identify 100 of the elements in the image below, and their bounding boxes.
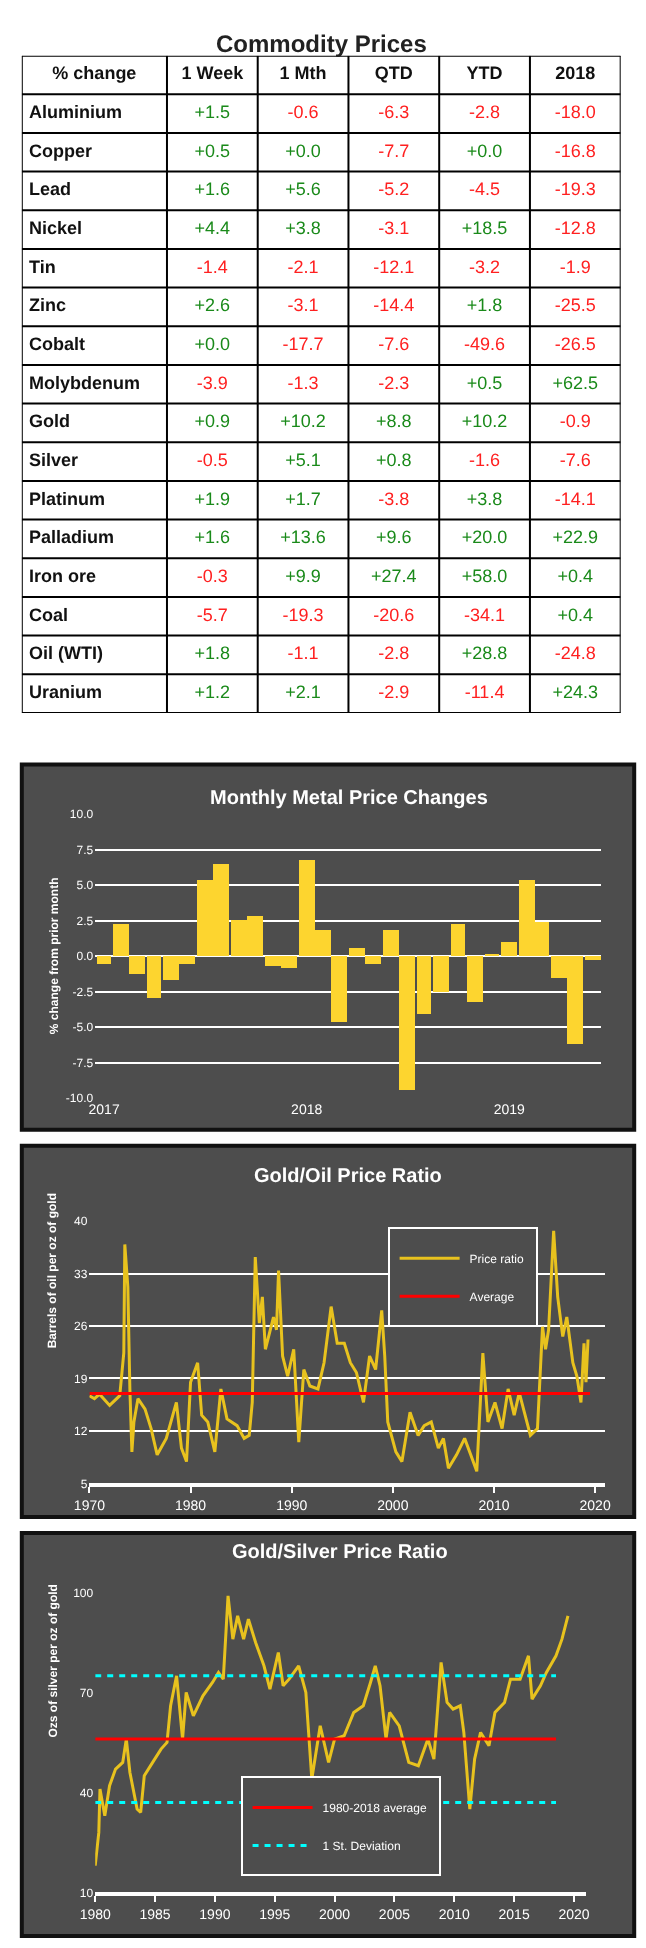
data-label: -1.6	[469, 450, 501, 471]
data-label: +1.2	[194, 682, 231, 703]
y-tick-label: Platinum	[29, 488, 106, 509]
y-tick-label: Nickel	[29, 218, 83, 239]
data-label: +1.8	[466, 295, 503, 316]
data-label: +18.5	[461, 218, 508, 239]
data-label: +0.9	[194, 411, 231, 432]
data-label: +0.0	[285, 140, 321, 161]
data-label: +3.8	[285, 218, 321, 239]
data-label: -3.1	[378, 218, 410, 239]
data-label: +10.2	[280, 411, 326, 432]
y-tick-label: Molybdenum	[29, 372, 141, 393]
y-tick-label: Coal	[29, 604, 69, 625]
bar	[451, 924, 466, 957]
data-label: +0.0	[466, 140, 503, 161]
chart-title: Gold/Oil Price Ratio	[254, 1166, 442, 1188]
data-label: -7.6	[378, 334, 410, 355]
data-label: +24.3	[552, 682, 599, 703]
y-tick-label: Iron ore	[29, 566, 97, 587]
data-label: -11.4	[464, 682, 505, 703]
data-label: +0.5	[194, 140, 231, 161]
data-label: +1.6	[194, 179, 231, 200]
chart-title: Commodity Prices	[216, 30, 428, 58]
data-label: -26.5	[554, 334, 596, 355]
data-label: -19.3	[282, 604, 324, 625]
data-label: -18.0	[554, 102, 596, 123]
data-label: +5.6	[285, 179, 321, 200]
line-series	[95, 1594, 570, 1868]
data-label: +1.6	[194, 527, 231, 548]
data-label: -12.8	[554, 218, 596, 239]
data-label: +28.8	[461, 643, 508, 664]
data-label: -14.4	[373, 295, 415, 316]
chart-title: Monthly Metal Price Changes	[210, 788, 489, 810]
data-label: -2.1	[287, 256, 319, 277]
data-label: +22.9	[552, 527, 599, 548]
data-label: -20.6	[373, 604, 415, 625]
data-label: -2.8	[469, 102, 501, 123]
data-label: -3.2	[469, 256, 501, 277]
data-label: +13.6	[280, 527, 326, 548]
x-tick-label: 1 Mth	[279, 63, 327, 84]
data-label: -3.8	[378, 488, 410, 509]
x-tick-label: YTD	[466, 63, 504, 84]
data-label: -0.6	[287, 102, 319, 123]
data-label: +8.8	[376, 411, 412, 432]
data-label: -3.1	[287, 295, 319, 316]
data-label: +0.4	[557, 566, 594, 587]
data-label: +58.0	[461, 566, 508, 587]
y-axis-title: % change	[52, 63, 137, 84]
data-label: -1.3	[287, 372, 319, 393]
y-tick-label: Tin	[29, 256, 56, 277]
bar	[383, 930, 400, 957]
bar	[365, 956, 382, 965]
data-label: -6.3	[378, 102, 410, 123]
data-label: +62.5	[552, 372, 599, 393]
data-label: -1.9	[559, 256, 591, 277]
data-label: +0.8	[376, 450, 412, 471]
data-label: -14.1	[554, 488, 596, 509]
data-label: -34.1	[464, 604, 506, 625]
data-label: +0.5	[466, 372, 503, 393]
data-label: +1.7	[285, 488, 321, 509]
data-label: +4.4	[194, 218, 231, 239]
y-tick-label: Palladium	[29, 527, 115, 548]
y-tick-label: Cobalt	[29, 334, 86, 355]
data-label: -5.2	[378, 179, 410, 200]
data-label: -1.1	[287, 643, 319, 664]
bar	[467, 956, 484, 1003]
data-label: -2.3	[378, 372, 410, 393]
x-tick-label: 1 Week	[181, 63, 246, 84]
data-label: +10.2	[461, 411, 508, 432]
data-label: -1.4	[196, 256, 228, 277]
data-label: +20.0	[461, 527, 508, 548]
data-label: -0.9	[559, 411, 591, 432]
data-label: +0.4	[557, 604, 594, 625]
data-label: -12.1	[373, 256, 415, 277]
data-label: -0.3	[196, 566, 228, 587]
data-label: +27.4	[371, 566, 417, 587]
data-label: +1.5	[194, 102, 231, 123]
data-label: +9.9	[285, 566, 321, 587]
data-label: +1.9	[194, 488, 231, 509]
data-label: -17.7	[282, 334, 324, 355]
data-label: +3.8	[466, 488, 503, 509]
y-tick-label: Uranium	[29, 682, 103, 703]
bar	[331, 956, 348, 1023]
data-label: -24.8	[554, 643, 596, 664]
x-tick-label: QTD	[374, 63, 414, 84]
y-tick-label: Aluminium	[29, 102, 123, 123]
y-tick-label: Gold	[29, 411, 71, 432]
bar	[349, 948, 366, 957]
data-label: -0.5	[196, 450, 228, 471]
data-label: -49.6	[464, 334, 506, 355]
data-label: -4.5	[469, 179, 501, 200]
y-tick-label: Lead	[29, 179, 72, 200]
data-label: -3.9	[196, 372, 228, 393]
data-label: -25.5	[554, 295, 596, 316]
data-label: +2.6	[194, 295, 231, 316]
y-tick-label: Oil (WTI)	[29, 643, 104, 664]
data-label: -16.8	[554, 140, 596, 161]
y-tick-label: Silver	[29, 450, 80, 471]
chart-title: Gold/Silver Price Ratio	[232, 1542, 448, 1564]
bar	[97, 956, 112, 965]
